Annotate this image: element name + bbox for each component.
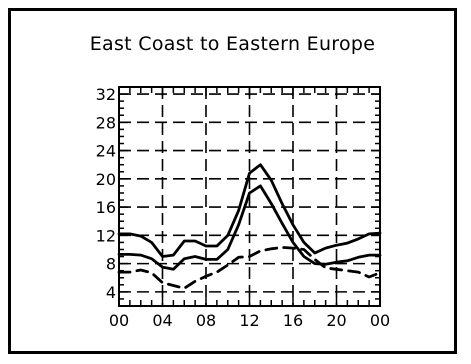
x-tick-label-0: 00 xyxy=(109,311,129,330)
y-tick-label-12: 12 xyxy=(96,226,116,245)
x-tick-label-4: 16 xyxy=(283,311,303,330)
series-line-1 xyxy=(117,163,382,258)
chart-title: East Coast to Eastern Europe xyxy=(89,33,376,55)
y-tick-label-28: 28 xyxy=(96,113,116,132)
x-tick-label-2: 08 xyxy=(196,311,216,330)
y-tick-label-16: 16 xyxy=(96,198,116,217)
y-tick-label-20: 20 xyxy=(96,170,116,189)
chart-frame: East Coast to Eastern Europe xyxy=(8,8,457,354)
y-tick-label-24: 24 xyxy=(96,142,116,161)
x-tick-label-1: 04 xyxy=(152,311,172,330)
series-group xyxy=(117,163,382,290)
x-tick-label-3: 12 xyxy=(239,311,259,330)
series-line-2 xyxy=(117,184,382,271)
tick-labels: 4 8 12 16 20 24 28 32 00 04 08 12 16 20 00 xyxy=(96,85,391,330)
y-tick-label-32: 32 xyxy=(96,85,116,104)
axes xyxy=(118,86,381,307)
y-tick-label-4: 4 xyxy=(106,283,116,302)
x-tick-label-5: 20 xyxy=(326,311,346,330)
series-line-3 xyxy=(117,245,382,290)
x-tick-label-6: 00 xyxy=(370,311,390,330)
y-tick-label-8: 8 xyxy=(106,255,116,274)
